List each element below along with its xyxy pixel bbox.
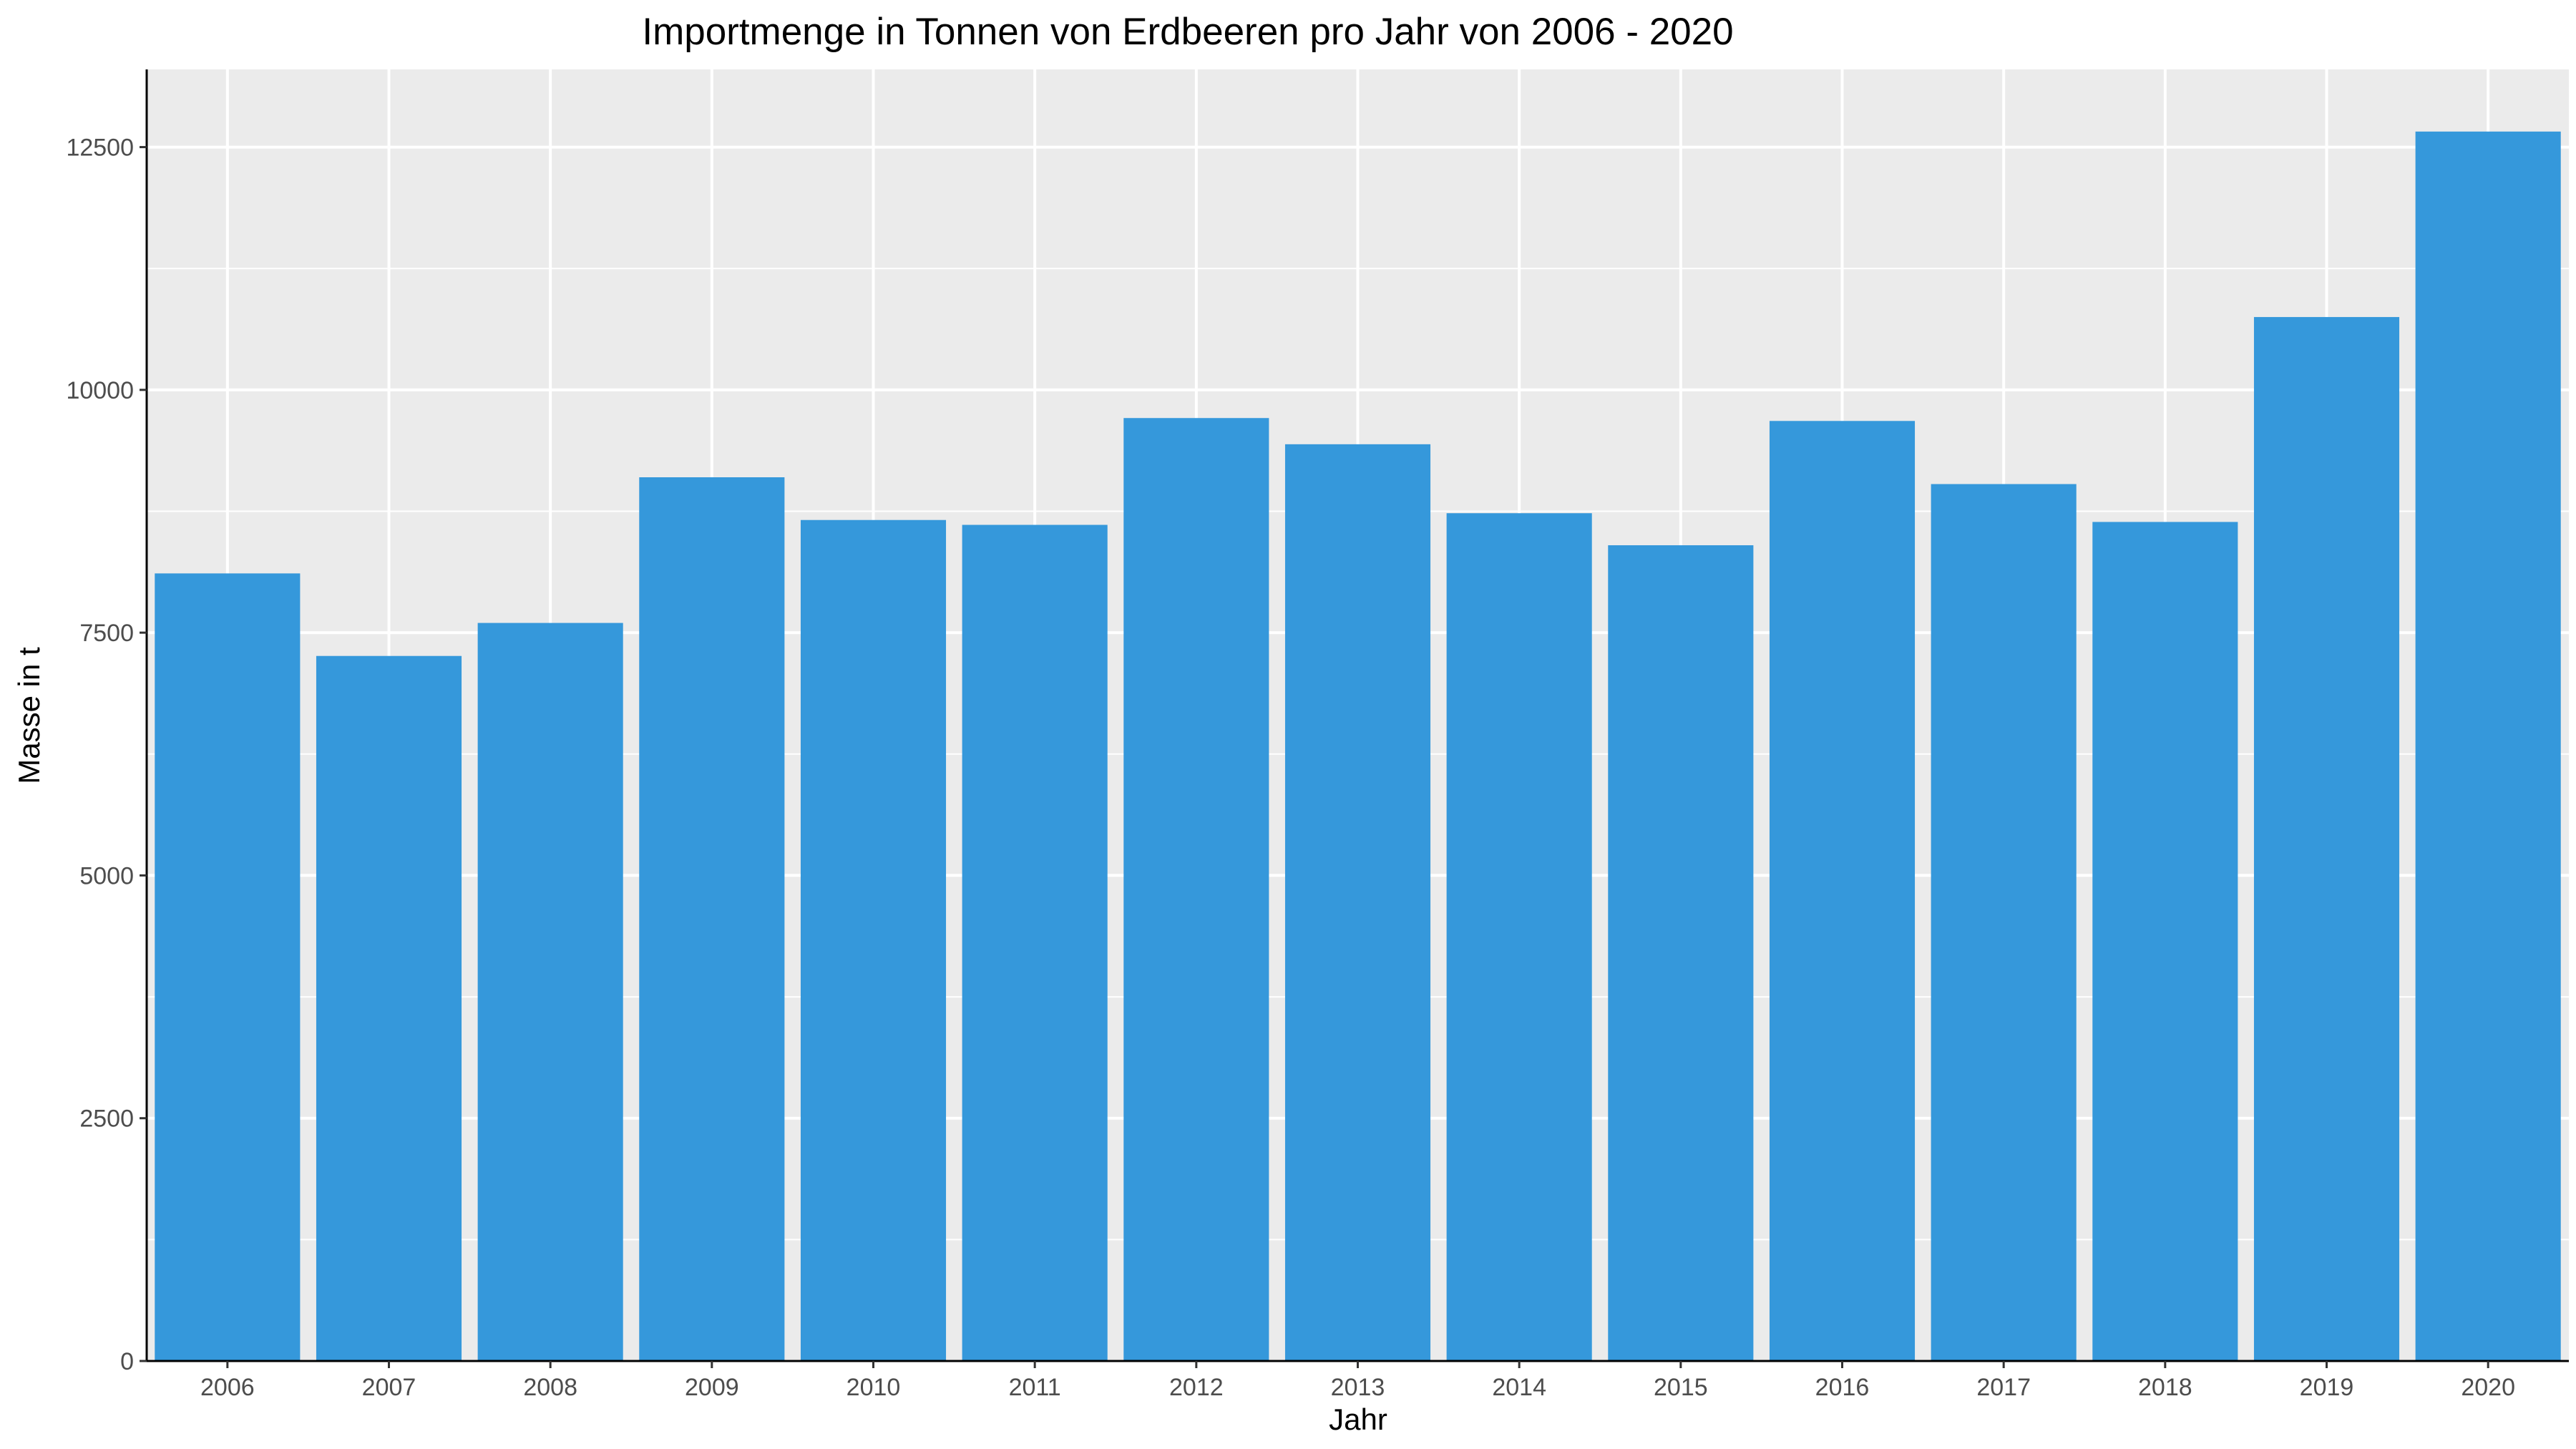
bars-group <box>155 131 2561 1362</box>
x-axis-title: Jahr <box>1329 1402 1387 1436</box>
y-tick-label: 5000 <box>79 862 134 889</box>
bar-2012 <box>1123 418 1269 1361</box>
bar-2018 <box>2092 522 2238 1361</box>
bar-2009 <box>639 477 785 1361</box>
x-tick-label: 2014 <box>1492 1374 1546 1401</box>
bar-2013 <box>1284 444 1431 1361</box>
y-tick-label: 10000 <box>66 377 134 404</box>
x-tick-label: 2016 <box>1815 1374 1870 1401</box>
x-tick-label: 2015 <box>1654 1374 1708 1401</box>
bar-2008 <box>477 623 623 1361</box>
x-tick-label: 2012 <box>1169 1374 1224 1401</box>
x-tick-label: 2007 <box>362 1374 416 1401</box>
x-tick-label: 2010 <box>847 1374 901 1401</box>
x-tick-label: 2013 <box>1331 1374 1385 1401</box>
bar-2014 <box>1446 513 1592 1361</box>
x-tick-label: 2009 <box>685 1374 739 1401</box>
bar-2007 <box>316 655 462 1361</box>
x-tick-label: 2008 <box>523 1374 577 1401</box>
chart-title: Importmenge in Tonnen von Erdbeeren pro … <box>642 11 1733 53</box>
x-tick-label: 2006 <box>200 1374 255 1401</box>
bar-2016 <box>1769 421 1916 1362</box>
y-axis-title: Masse in t <box>12 647 46 784</box>
bar-2020 <box>2415 131 2561 1361</box>
y-tick-label: 12500 <box>66 135 134 162</box>
bar-2017 <box>1931 484 2077 1361</box>
x-tick-label: 2011 <box>1009 1374 1061 1401</box>
y-axis-ticks: 0 2500 5000 7500 10000 12500 <box>66 135 147 1375</box>
bar-2019 <box>2253 317 2400 1362</box>
bar-2011 <box>962 525 1108 1361</box>
bar-2015 <box>1608 545 1754 1361</box>
bar-2006 <box>155 573 301 1361</box>
x-tick-label: 2017 <box>1976 1374 2031 1401</box>
y-tick-label: 2500 <box>79 1106 134 1133</box>
x-axis-ticks: 2006 2007 2008 2009 2010 2011 2012 2013 2014 2015… <box>200 1361 2515 1401</box>
x-tick-label: 2019 <box>2300 1374 2354 1401</box>
y-tick-label: 0 <box>120 1348 134 1375</box>
x-tick-label: 2020 <box>2461 1374 2515 1401</box>
x-tick-label: 2018 <box>2138 1374 2192 1401</box>
bar-2010 <box>800 519 947 1361</box>
y-tick-label: 7500 <box>79 620 134 647</box>
